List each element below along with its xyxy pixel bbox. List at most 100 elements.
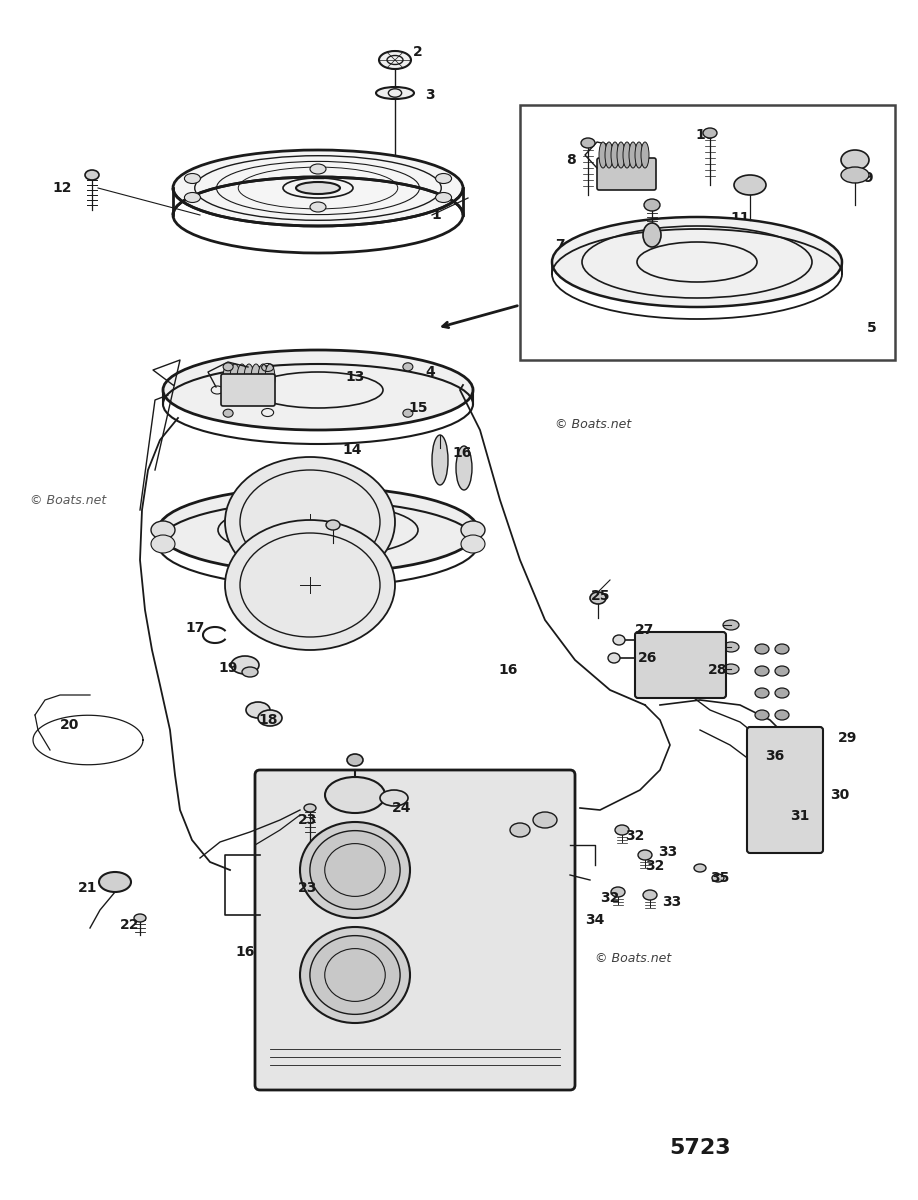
Ellipse shape [623, 142, 631, 168]
Ellipse shape [775, 644, 789, 654]
Ellipse shape [158, 487, 478, 572]
Ellipse shape [775, 710, 789, 720]
Ellipse shape [163, 350, 473, 430]
Text: 24: 24 [392, 802, 412, 815]
Ellipse shape [617, 142, 625, 168]
Text: 5723: 5723 [669, 1138, 731, 1158]
Text: 5: 5 [868, 320, 877, 335]
Ellipse shape [403, 362, 413, 371]
Ellipse shape [643, 890, 657, 900]
Ellipse shape [611, 887, 625, 898]
Text: 2: 2 [413, 44, 423, 59]
Ellipse shape [223, 362, 233, 371]
FancyBboxPatch shape [221, 374, 275, 406]
Ellipse shape [703, 128, 717, 138]
Text: 11: 11 [730, 211, 750, 226]
Ellipse shape [296, 182, 340, 194]
Ellipse shape [99, 872, 131, 892]
Text: 20: 20 [61, 718, 80, 732]
FancyBboxPatch shape [255, 770, 575, 1090]
Text: 32: 32 [645, 859, 665, 874]
Ellipse shape [251, 364, 261, 392]
Ellipse shape [151, 521, 175, 539]
Text: 28: 28 [709, 662, 728, 677]
Ellipse shape [347, 754, 363, 766]
Ellipse shape [265, 364, 275, 392]
Text: 35: 35 [711, 871, 730, 886]
Ellipse shape [613, 635, 625, 646]
Text: 19: 19 [218, 661, 238, 674]
Ellipse shape [723, 664, 739, 674]
Ellipse shape [755, 710, 769, 720]
Text: 32: 32 [625, 829, 644, 842]
Text: 22: 22 [120, 918, 140, 932]
Ellipse shape [300, 926, 410, 1022]
Ellipse shape [258, 710, 282, 726]
Text: 12: 12 [52, 181, 72, 194]
Ellipse shape [608, 653, 620, 662]
Ellipse shape [755, 688, 769, 698]
Ellipse shape [510, 823, 530, 838]
Ellipse shape [590, 592, 606, 604]
Ellipse shape [775, 666, 789, 676]
Ellipse shape [461, 521, 485, 539]
Text: 33: 33 [663, 895, 682, 910]
Ellipse shape [605, 142, 613, 168]
Text: 26: 26 [638, 650, 657, 665]
Ellipse shape [533, 812, 557, 828]
Text: 16: 16 [235, 946, 254, 959]
Text: 32: 32 [600, 890, 620, 905]
Text: 27: 27 [635, 623, 655, 637]
Ellipse shape [723, 642, 739, 652]
Text: 14: 14 [342, 443, 362, 457]
Ellipse shape [310, 830, 400, 910]
Text: 30: 30 [831, 788, 850, 802]
Text: 17: 17 [185, 622, 205, 635]
Ellipse shape [173, 150, 463, 226]
Ellipse shape [456, 446, 472, 490]
Ellipse shape [712, 874, 724, 882]
Ellipse shape [765, 751, 779, 761]
Text: 7: 7 [555, 238, 565, 252]
Ellipse shape [734, 175, 766, 194]
Bar [520, 104, 895, 360]
Ellipse shape [242, 667, 258, 677]
Ellipse shape [643, 223, 661, 247]
Text: 3: 3 [425, 88, 435, 102]
Ellipse shape [552, 217, 842, 307]
Ellipse shape [755, 666, 769, 676]
Ellipse shape [615, 826, 629, 835]
Ellipse shape [237, 364, 247, 392]
Ellipse shape [134, 914, 146, 922]
Text: 18: 18 [258, 713, 278, 727]
Ellipse shape [755, 644, 769, 654]
Ellipse shape [435, 192, 452, 203]
Ellipse shape [300, 822, 410, 918]
Text: 1: 1 [431, 208, 441, 222]
Text: 13: 13 [345, 370, 364, 384]
Ellipse shape [185, 174, 200, 184]
Ellipse shape [310, 202, 326, 212]
Text: 31: 31 [790, 809, 810, 823]
FancyBboxPatch shape [635, 632, 726, 698]
Ellipse shape [775, 688, 789, 698]
Ellipse shape [461, 535, 485, 553]
Ellipse shape [325, 778, 385, 814]
Ellipse shape [310, 164, 326, 174]
Ellipse shape [304, 804, 316, 812]
Ellipse shape [380, 790, 408, 806]
Ellipse shape [326, 520, 340, 530]
Text: 36: 36 [766, 749, 785, 763]
Text: 29: 29 [838, 731, 857, 745]
Ellipse shape [694, 864, 706, 872]
Ellipse shape [635, 142, 643, 168]
Text: 9: 9 [863, 170, 873, 185]
Ellipse shape [223, 364, 233, 392]
Ellipse shape [231, 656, 259, 674]
Text: 6: 6 [666, 271, 675, 284]
Ellipse shape [435, 174, 452, 184]
Text: 23: 23 [298, 814, 318, 827]
Ellipse shape [376, 86, 414, 98]
Ellipse shape [225, 520, 395, 650]
Ellipse shape [644, 199, 660, 211]
